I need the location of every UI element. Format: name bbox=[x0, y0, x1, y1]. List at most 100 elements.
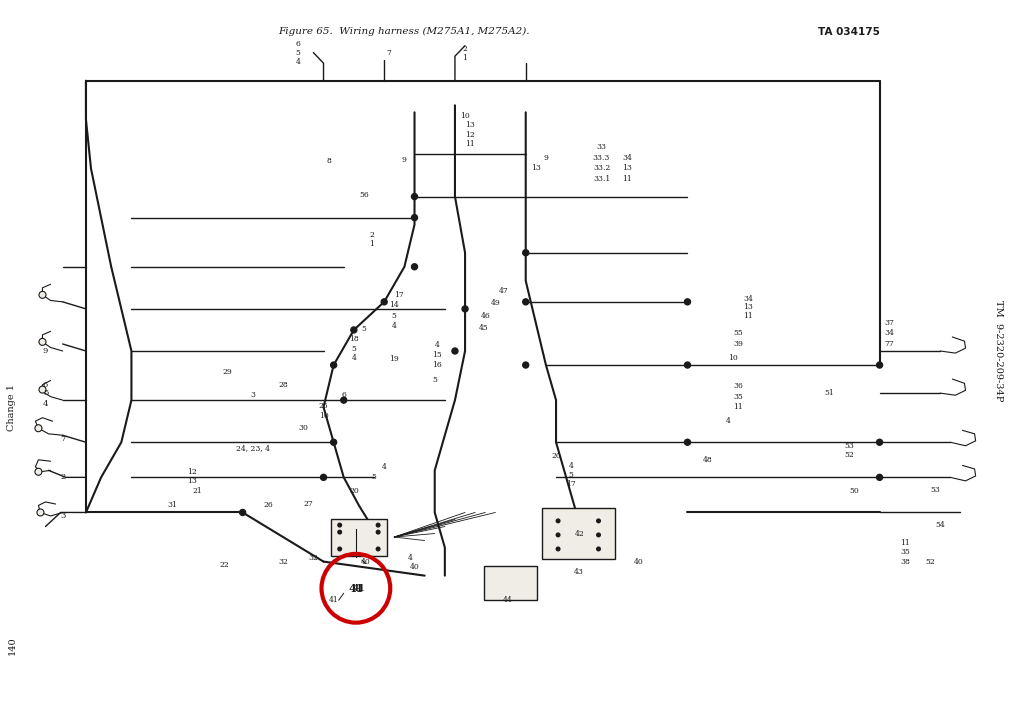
Circle shape bbox=[376, 523, 380, 527]
Circle shape bbox=[376, 530, 380, 534]
Text: 10: 10 bbox=[318, 411, 329, 420]
Text: 9: 9 bbox=[42, 347, 49, 355]
Text: 50: 50 bbox=[849, 487, 859, 496]
Circle shape bbox=[320, 475, 327, 480]
Circle shape bbox=[877, 439, 883, 445]
Text: 77: 77 bbox=[885, 340, 895, 348]
Text: 3: 3 bbox=[251, 390, 255, 399]
Bar bbox=[542, 508, 615, 559]
Text: 4: 4 bbox=[435, 341, 439, 350]
Text: 41: 41 bbox=[329, 596, 339, 604]
Text: 3: 3 bbox=[60, 512, 66, 520]
Text: 17: 17 bbox=[394, 291, 404, 299]
Text: 25: 25 bbox=[318, 402, 329, 410]
Circle shape bbox=[35, 425, 41, 432]
Text: 20: 20 bbox=[349, 487, 359, 496]
Text: 30: 30 bbox=[298, 424, 308, 432]
Circle shape bbox=[411, 215, 418, 220]
Text: 6: 6 bbox=[42, 380, 49, 389]
Text: 56: 56 bbox=[359, 191, 369, 199]
Circle shape bbox=[39, 386, 45, 393]
Text: 4: 4 bbox=[352, 354, 356, 362]
Text: 53: 53 bbox=[844, 442, 854, 450]
Text: 140: 140 bbox=[7, 637, 16, 655]
Text: 15: 15 bbox=[432, 351, 442, 359]
Text: 35: 35 bbox=[900, 548, 910, 557]
Text: 33.3: 33.3 bbox=[592, 154, 611, 162]
Circle shape bbox=[523, 250, 529, 256]
Circle shape bbox=[877, 362, 883, 368]
Circle shape bbox=[411, 264, 418, 270]
Text: 40: 40 bbox=[361, 557, 371, 566]
Circle shape bbox=[39, 291, 45, 298]
Text: 18: 18 bbox=[349, 335, 359, 343]
Text: 26: 26 bbox=[263, 501, 273, 510]
Text: 4: 4 bbox=[392, 322, 396, 331]
Text: 11: 11 bbox=[465, 140, 475, 148]
Text: 20: 20 bbox=[551, 452, 561, 461]
Text: 7: 7 bbox=[387, 48, 391, 57]
Circle shape bbox=[684, 439, 691, 445]
Text: 40: 40 bbox=[634, 557, 644, 566]
Text: 7: 7 bbox=[60, 435, 66, 443]
Circle shape bbox=[556, 547, 560, 551]
Text: 51: 51 bbox=[824, 389, 834, 397]
Text: 45: 45 bbox=[478, 324, 488, 332]
Text: 35: 35 bbox=[733, 392, 743, 401]
Bar bbox=[331, 519, 386, 556]
Text: 5: 5 bbox=[372, 473, 376, 482]
Text: 5: 5 bbox=[352, 345, 356, 353]
Text: 40: 40 bbox=[409, 563, 420, 571]
Text: 55: 55 bbox=[733, 329, 743, 338]
Text: 19: 19 bbox=[389, 355, 399, 364]
Text: 48: 48 bbox=[703, 456, 713, 464]
Text: 14: 14 bbox=[389, 301, 399, 310]
Text: 29: 29 bbox=[222, 368, 233, 376]
Text: 12: 12 bbox=[187, 468, 197, 476]
Text: 22: 22 bbox=[219, 561, 229, 569]
Text: 21: 21 bbox=[192, 487, 202, 496]
Circle shape bbox=[877, 475, 883, 480]
Text: Change 1: Change 1 bbox=[7, 384, 16, 430]
Text: 9: 9 bbox=[402, 156, 406, 164]
Text: 10: 10 bbox=[728, 354, 738, 362]
Text: 6: 6 bbox=[342, 390, 346, 399]
Circle shape bbox=[381, 299, 387, 305]
Text: 5: 5 bbox=[296, 48, 300, 57]
Circle shape bbox=[331, 362, 337, 368]
Text: 2: 2 bbox=[60, 473, 66, 482]
Text: 34: 34 bbox=[622, 154, 632, 162]
Text: 34: 34 bbox=[885, 329, 895, 338]
Text: 52: 52 bbox=[844, 451, 854, 459]
Circle shape bbox=[37, 509, 43, 516]
Text: 24, 23, 4: 24, 23, 4 bbox=[236, 444, 270, 452]
Text: Figure 65.  Wiring harness (M275A1, M275A2).: Figure 65. Wiring harness (M275A1, M275A… bbox=[279, 27, 530, 36]
Circle shape bbox=[341, 397, 347, 403]
Text: 6: 6 bbox=[296, 39, 300, 48]
Bar bbox=[484, 566, 537, 600]
Text: 4: 4 bbox=[42, 399, 49, 408]
Text: 5: 5 bbox=[433, 376, 437, 385]
Text: 36: 36 bbox=[733, 382, 743, 390]
Text: 1: 1 bbox=[463, 53, 467, 62]
Circle shape bbox=[351, 327, 357, 333]
Text: 13: 13 bbox=[622, 164, 632, 173]
Text: 47: 47 bbox=[498, 287, 509, 296]
Text: 27: 27 bbox=[303, 500, 313, 508]
Text: 16: 16 bbox=[432, 361, 442, 369]
Text: 33.2: 33.2 bbox=[592, 164, 611, 173]
Text: 38: 38 bbox=[900, 557, 910, 566]
Text: 13: 13 bbox=[743, 303, 753, 312]
Text: 34: 34 bbox=[743, 295, 753, 303]
Text: 33: 33 bbox=[596, 143, 607, 152]
Text: 11: 11 bbox=[622, 175, 632, 183]
Text: 33.1: 33.1 bbox=[592, 175, 611, 183]
Circle shape bbox=[39, 338, 45, 345]
Text: 2: 2 bbox=[463, 45, 467, 53]
Text: 8: 8 bbox=[327, 157, 331, 166]
Text: 31: 31 bbox=[167, 501, 177, 510]
Text: 42: 42 bbox=[574, 529, 584, 538]
Text: 46: 46 bbox=[480, 312, 490, 320]
Text: 43: 43 bbox=[573, 568, 583, 576]
Circle shape bbox=[452, 348, 458, 354]
